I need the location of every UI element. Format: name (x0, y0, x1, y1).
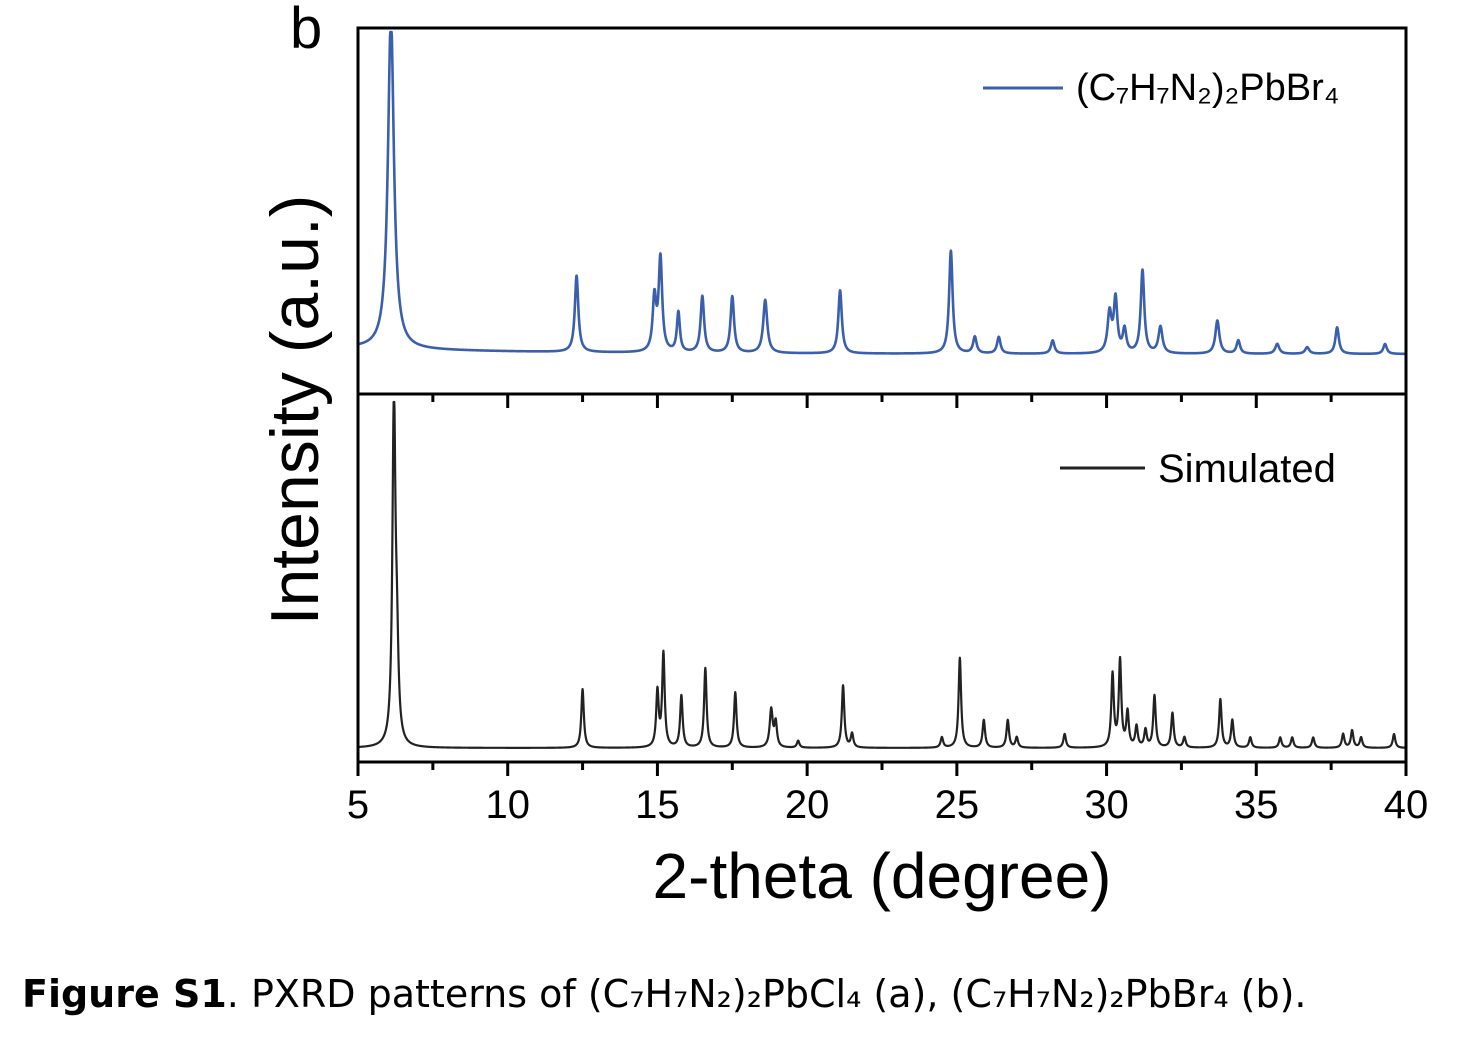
xrd-chart: b Intensity (a.u.) 2-theta (degree) 5 10 1… (257, 0, 1428, 912)
panel-label: b (290, 0, 322, 61)
figure-caption: Figure S1. PXRD patterns of (C₇H₇N₂)₂PbC… (22, 972, 1442, 1016)
caption-text: . PXRD patterns of (C₇H₇N₂)₂PbCl₄ (a), (… (226, 972, 1307, 1016)
series-line-experimental (357, 30, 1407, 356)
x-tick-label: 15 (635, 783, 680, 827)
legend-label-experimental: (C₇H₇N₂)₂PbBr₄ (1076, 67, 1339, 109)
x-axis-label: 2-theta (degree) (653, 840, 1112, 912)
x-tick-label: 5 (347, 783, 369, 827)
x-axis-ticks: 5 10 15 20 25 30 35 40 (347, 394, 1428, 827)
caption-label: Figure S1 (22, 972, 227, 1016)
x-tick-label: 30 (1084, 783, 1129, 827)
x-tick-label: 20 (785, 783, 830, 827)
legend-top: (C₇H₇N₂)₂PbBr₄ (983, 67, 1339, 109)
y-axis-label: Intensity (a.u.) (257, 195, 333, 626)
legend-label-simulated: Simulated (1158, 447, 1336, 491)
series-line-simulated (357, 400, 1407, 749)
legend-bottom: Simulated (1060, 447, 1336, 491)
x-tick-label: 10 (485, 783, 530, 827)
x-tick-label: 25 (935, 783, 980, 827)
x-tick-label: 35 (1234, 783, 1279, 827)
x-tick-label: 40 (1384, 783, 1429, 827)
